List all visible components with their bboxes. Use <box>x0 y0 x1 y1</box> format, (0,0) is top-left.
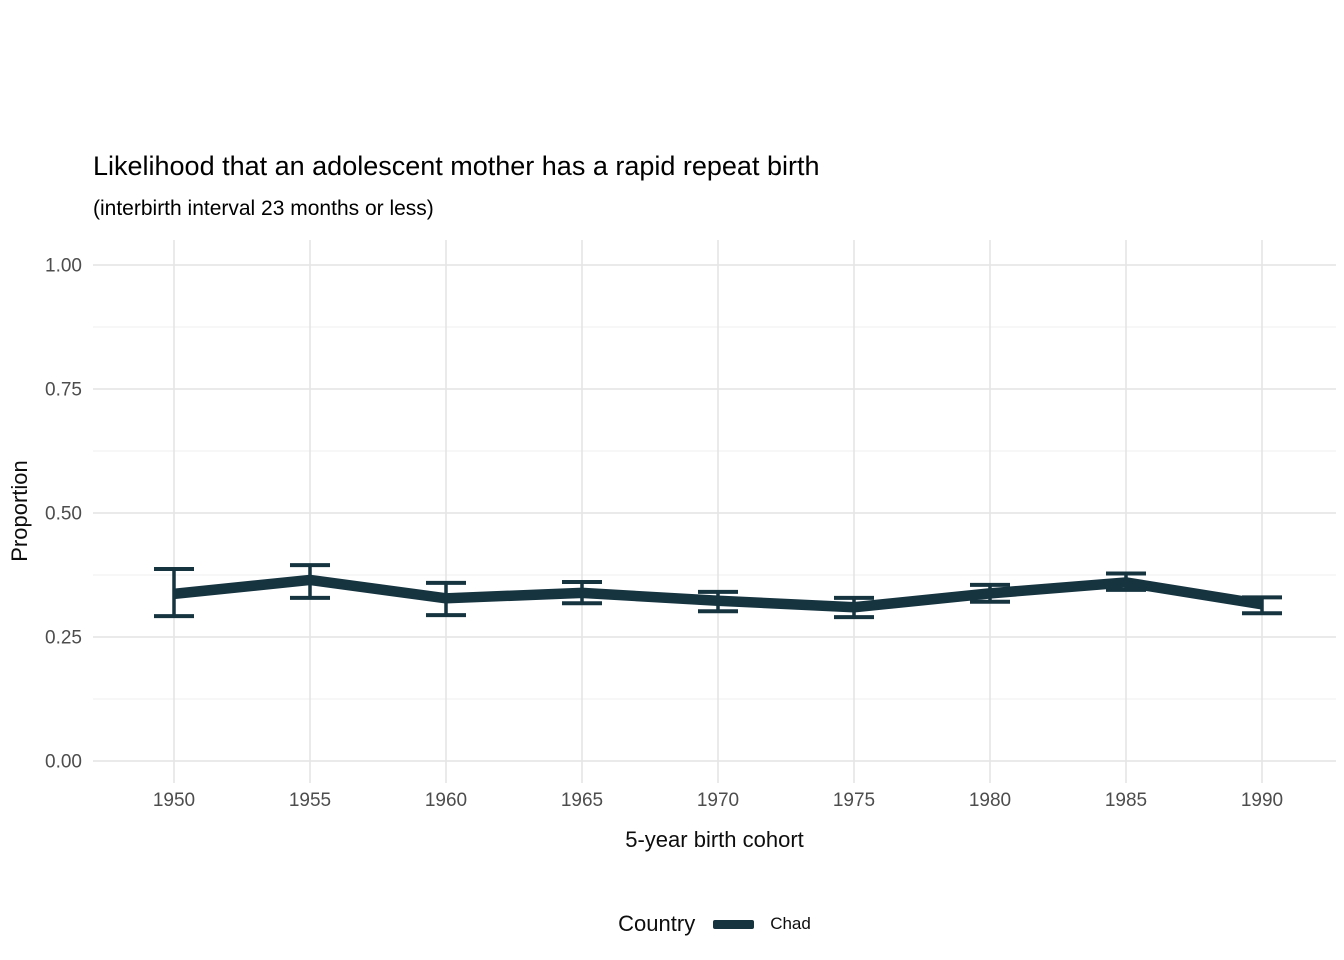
y-tick-label: 1.00 <box>45 256 82 277</box>
x-tick-label: 1950 <box>153 790 195 811</box>
legend-key-line-swatch <box>713 919 755 929</box>
legend: Country Chad <box>93 903 1336 945</box>
legend-title: Country <box>618 911 696 936</box>
chart-subtitle: (interbirth interval 23 months or less) <box>93 197 434 220</box>
y-tick-label: 0.75 <box>45 380 82 401</box>
legend-label: Chad <box>770 914 811 933</box>
series-line-chad <box>173 574 1263 613</box>
y-tick-label: 0.00 <box>45 752 82 773</box>
x-tick-label: 1970 <box>697 790 739 811</box>
x-tick-label: 1990 <box>1241 790 1283 811</box>
x-tick-label: 1985 <box>1105 790 1147 811</box>
x-tick-label: 1965 <box>561 790 603 811</box>
y-axis-title: Proportion <box>7 460 32 562</box>
x-tick-label: 1955 <box>289 790 331 811</box>
x-tick-label: 1980 <box>969 790 1011 811</box>
x-tick-label: 1960 <box>425 790 467 811</box>
chart-title: Likelihood that an adolescent mother has… <box>93 151 820 181</box>
y-tick-label: 0.25 <box>45 628 82 649</box>
y-tick-label: 0.50 <box>45 504 82 525</box>
x-tick-label: 1975 <box>833 790 875 811</box>
x-axis-title: 5-year birth cohort <box>625 827 804 852</box>
